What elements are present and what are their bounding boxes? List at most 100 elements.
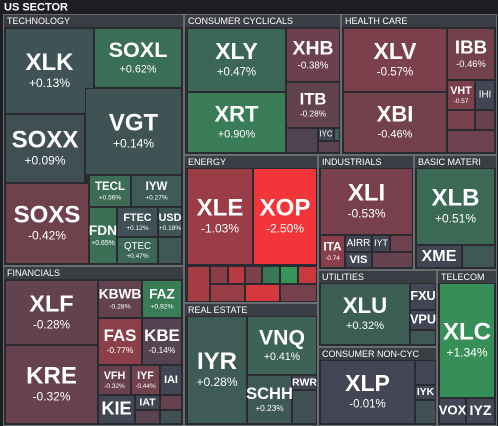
- ticker-label: VFH: [104, 370, 126, 382]
- tile: [372, 235, 390, 252]
- tile: [85, 88, 182, 175]
- change-label: -0.32%: [32, 390, 70, 404]
- tile: [5, 280, 98, 345]
- sector-label: TELECOM: [441, 272, 485, 282]
- ticker-label: FDN: [89, 223, 117, 238]
- minor-tile: [475, 110, 495, 130]
- change-label: +0.90%: [218, 128, 256, 140]
- ticker-label: XLK: [26, 49, 75, 76]
- ticker-label: XHB: [293, 37, 334, 59]
- change-label: +0.13%: [29, 76, 70, 90]
- sector-header: [4, 15, 183, 27]
- tile: [89, 207, 117, 264]
- sector-label: FINANCIALS: [7, 268, 60, 278]
- change-label: +0.18%: [159, 225, 181, 232]
- tile: [475, 80, 495, 110]
- minor-tile: [187, 266, 210, 302]
- tile: [117, 237, 158, 264]
- tile: [447, 80, 475, 110]
- change-label: +0.32%: [346, 320, 384, 332]
- ticker-label: SCHH: [246, 385, 293, 403]
- ticker-label: IYF: [137, 370, 154, 382]
- ticker-label: RWR: [292, 376, 317, 388]
- change-label: +1.34%: [446, 346, 487, 360]
- ticker-label: XLC: [443, 319, 491, 346]
- tile: [5, 183, 89, 264]
- minor-tile: [210, 266, 228, 284]
- ticker-label: XBI: [377, 102, 414, 127]
- minor-tile: [280, 266, 298, 284]
- ticker-label: ITA: [323, 240, 342, 254]
- tile: [5, 114, 85, 183]
- tile: [135, 395, 160, 410]
- change-label: -0.77%: [107, 345, 134, 355]
- ticker-label: IYT: [374, 238, 388, 248]
- change-label: +0.51%: [435, 212, 476, 226]
- tile: [410, 310, 436, 330]
- tile: [345, 252, 372, 268]
- tile: [292, 375, 317, 390]
- tile: [416, 245, 462, 268]
- tile: [5, 345, 98, 424]
- tile: [89, 175, 131, 207]
- change-label: -0.57: [454, 98, 469, 105]
- tile: [187, 92, 286, 153]
- tile: [94, 28, 182, 88]
- sector-header: [185, 304, 317, 316]
- ticker-label: VPU: [410, 312, 436, 326]
- ticker-label: FTEC: [123, 212, 151, 224]
- ticker-label: IBB: [455, 36, 487, 57]
- tile: [247, 375, 292, 424]
- tile: [98, 395, 135, 424]
- tile: [187, 28, 286, 92]
- change-label: -0.42%: [28, 229, 66, 243]
- tile: [320, 283, 410, 345]
- change-label: -0.53%: [347, 207, 385, 221]
- tile: [320, 360, 415, 424]
- ticker-label: SOXX: [12, 127, 79, 154]
- change-label: -1.03%: [201, 222, 239, 236]
- tile: [415, 385, 436, 400]
- minor-tile: [245, 266, 262, 284]
- ticker-label: XME: [422, 247, 457, 265]
- change-label: +0.12%: [126, 225, 148, 232]
- tile: [142, 280, 182, 318]
- tile: [131, 175, 182, 207]
- ticker-label: FAS: [104, 326, 137, 345]
- change-label: -0.14%: [149, 345, 176, 355]
- minor-tile: [158, 237, 182, 264]
- tile: [286, 28, 340, 82]
- ticker-label: IAI: [164, 374, 178, 386]
- minor-tile: [228, 266, 245, 284]
- tile: [158, 207, 182, 237]
- tile: [187, 168, 253, 265]
- ticker-label: FAZ: [149, 287, 175, 302]
- tile: [439, 398, 466, 424]
- change-label: -0.46%: [456, 58, 486, 69]
- tile: [416, 168, 495, 245]
- tile: [318, 128, 334, 141]
- tile: [253, 168, 317, 265]
- change-label: -0.74: [325, 255, 340, 262]
- minor-tile: [390, 235, 413, 252]
- tile: [466, 398, 495, 424]
- sector-header: [319, 156, 413, 168]
- sector-header: [319, 348, 436, 360]
- sector-label: HEALTH CARE: [345, 16, 407, 26]
- change-label: +0.23%: [255, 403, 284, 413]
- ticker-label: IAT: [139, 396, 156, 408]
- minor-tile: [415, 360, 436, 385]
- minor-tile: [262, 266, 280, 284]
- tile: [187, 316, 247, 424]
- minor-tile: [280, 284, 317, 302]
- minor-tile: [415, 400, 436, 424]
- ticker-label: ITB: [300, 89, 327, 108]
- sector-label: UTILITIES: [322, 272, 364, 282]
- change-label: -0.38%: [298, 60, 329, 71]
- minor-tile: [286, 128, 318, 153]
- change-label: -0.28%: [109, 304, 131, 311]
- tile: [98, 318, 142, 365]
- sector-label: BASIC MATERI: [418, 157, 481, 167]
- minor-tile: [372, 252, 413, 268]
